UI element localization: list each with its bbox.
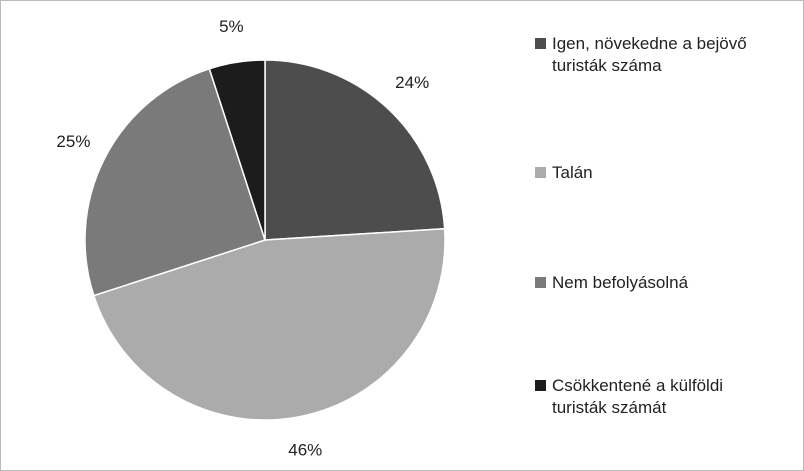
legend-entry: Talán: [535, 162, 752, 184]
legend-label: Csökkentené a külföldi turisták számát: [552, 376, 724, 417]
legend-entry: Nem befolyásolná: [535, 272, 752, 294]
pie-slice: [264, 59, 446, 241]
legend-entry: Igen, növekedne a bejövő turisták száma: [535, 33, 752, 77]
legend-swatch: [535, 380, 546, 391]
legend-label: Talán: [552, 163, 593, 182]
legend-swatch: [535, 167, 546, 178]
data-label: 25%: [56, 132, 90, 151]
pie-slice: [208, 59, 266, 241]
legend-label: Igen, növekedne a bejövő turisták száma: [552, 34, 747, 75]
data-label: 24%: [395, 73, 429, 92]
legend-swatch: [535, 277, 546, 288]
data-label: 46%: [288, 441, 322, 460]
data-label: 5%: [219, 17, 244, 36]
pie-slice: [84, 67, 266, 297]
pie-slice: [92, 227, 446, 421]
legend-swatch: [535, 38, 546, 49]
legend-label: Nem befolyásolná: [552, 273, 689, 292]
legend-entry: Csökkentené a külföldi turisták számát: [535, 375, 752, 419]
